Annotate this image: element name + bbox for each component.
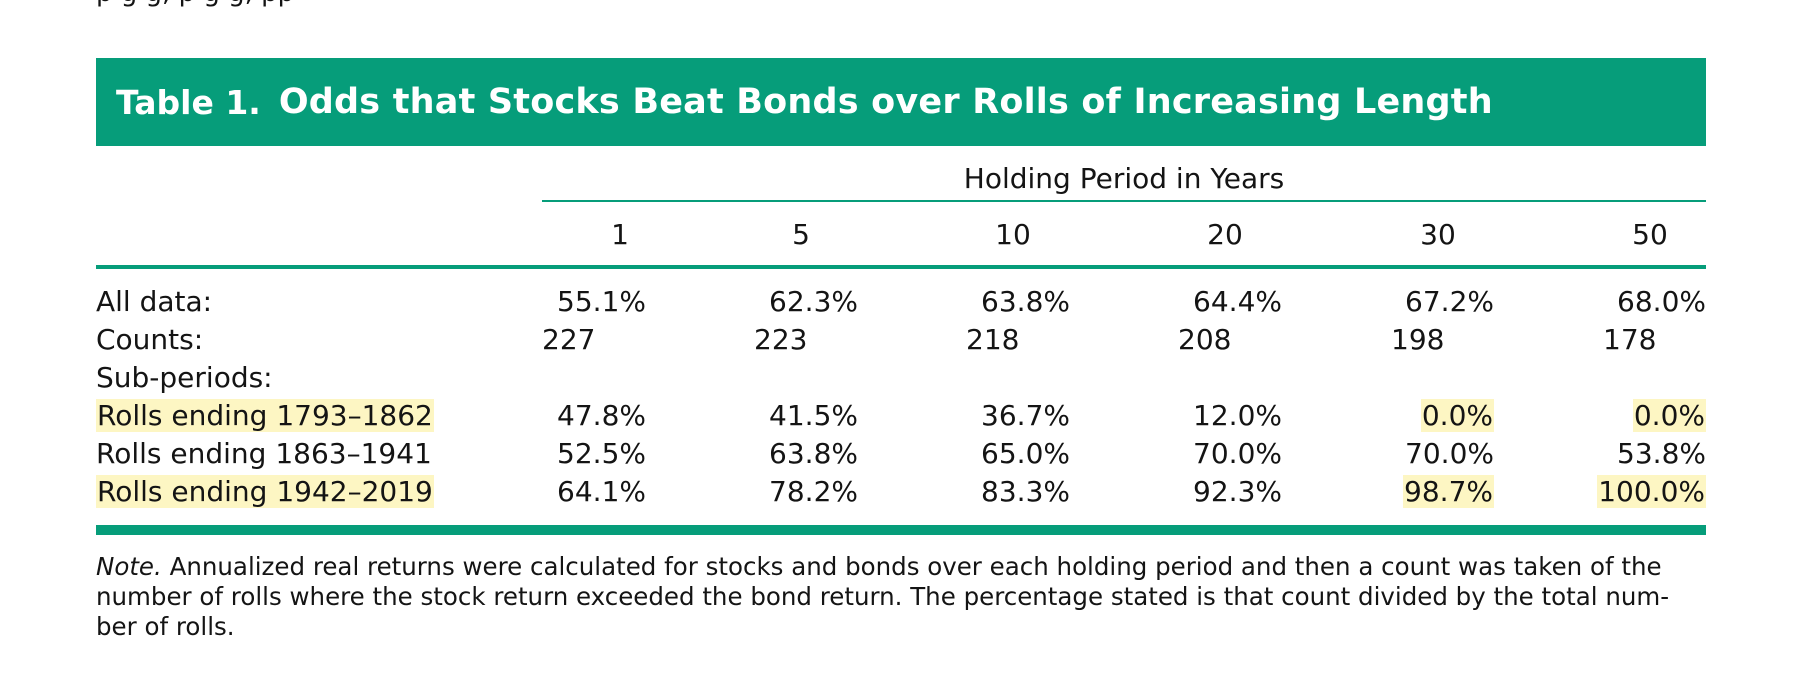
row-label-counts: Counts: — [96, 323, 204, 356]
table-cell: 64.4% — [1193, 285, 1282, 318]
table-cell-highlighted: 100.0% — [1580, 473, 1706, 510]
column-header-20: 20 — [1207, 218, 1243, 251]
note-line-1: Note. Annualized real returns were calcu… — [96, 552, 1706, 582]
note-line-2: number of rolls where the stock return e… — [96, 582, 1670, 611]
table-note: Note. Annualized real returns were calcu… — [96, 552, 1706, 642]
table-title: Odds that Stocks Beat Bonds over Rolls o… — [278, 82, 1493, 122]
table-cell: 55.1% — [557, 285, 646, 318]
table-cell-highlighted: 0.0% — [1580, 397, 1706, 434]
row-label-sub-periods: Sub-periods: — [96, 361, 273, 394]
column-header-50: 50 — [1632, 218, 1668, 251]
table-cell: 63.8% — [981, 285, 1070, 318]
table-cell-highlighted: 0.0% — [1368, 397, 1494, 434]
table-cell: 47.8% — [557, 399, 646, 432]
table-cell: 53.8% — [1617, 437, 1706, 470]
highlighted-value: 0.0% — [1632, 399, 1706, 432]
table-cell: 78.2% — [769, 475, 858, 508]
table-cell: 67.2% — [1405, 285, 1494, 318]
table-bottom-rule — [96, 525, 1706, 535]
highlighted-value: 98.7% — [1403, 475, 1494, 508]
table-cell: 218 — [966, 323, 1020, 356]
table-cell: 208 — [1178, 323, 1232, 356]
header-rule — [96, 265, 1706, 269]
table-cell: 70.0% — [1405, 437, 1494, 470]
table-cell: 36.7% — [981, 399, 1070, 432]
table-cell: 63.8% — [769, 437, 858, 470]
table-label: Table 1. — [116, 82, 261, 122]
column-header-10: 10 — [995, 218, 1031, 251]
note-lead: Note. — [96, 552, 162, 581]
note-line-3: ber of rolls. — [96, 612, 235, 641]
row-label-all-data: All data: — [96, 285, 213, 318]
highlighted-value: 100.0% — [1597, 475, 1706, 508]
table-cell-highlighted: 98.7% — [1368, 473, 1494, 510]
table-title-bar: Table 1. Odds that Stocks Beat Bonds ove… — [96, 58, 1706, 146]
table-cell: 83.3% — [981, 475, 1070, 508]
table-cell: 64.1% — [557, 475, 646, 508]
table-cell: 41.5% — [769, 399, 858, 432]
table-cell: 178 — [1603, 323, 1657, 356]
row-label-rolls-1863-1941: Rolls ending 1863–1941 — [96, 437, 432, 470]
column-header-30: 30 — [1420, 218, 1456, 251]
table-cell: 65.0% — [981, 437, 1070, 470]
highlighted-label: Rolls ending 1793–1862 — [96, 399, 434, 432]
table-cell: 12.0% — [1193, 399, 1282, 432]
row-label-rolls-1942-2019: Rolls ending 1942–2019 — [96, 473, 434, 510]
column-header-5: 5 — [792, 218, 810, 251]
table-cell: 70.0% — [1193, 437, 1282, 470]
table-cell: 92.3% — [1193, 475, 1282, 508]
highlighted-label: Rolls ending 1942–2019 — [96, 475, 434, 508]
highlighted-value: 0.0% — [1420, 399, 1494, 432]
table-cell: 227 — [542, 323, 596, 356]
table-cell: 223 — [754, 323, 808, 356]
table-cell: 198 — [1391, 323, 1445, 356]
table-cell: 52.5% — [557, 437, 646, 470]
table-cell: 62.3% — [769, 285, 858, 318]
column-header-1: 1 — [611, 218, 629, 251]
column-group-header: Holding Period in Years — [963, 162, 1285, 195]
note-text-1: Annualized real returns were calculated … — [161, 552, 1662, 581]
row-label-rolls-1793-1862: Rolls ending 1793–1862 — [96, 397, 434, 434]
table-cell: 68.0% — [1617, 285, 1706, 318]
preceding-text-fragment: p g g, p g g, pp — [96, 0, 1696, 8]
group-header-rule — [542, 200, 1706, 202]
